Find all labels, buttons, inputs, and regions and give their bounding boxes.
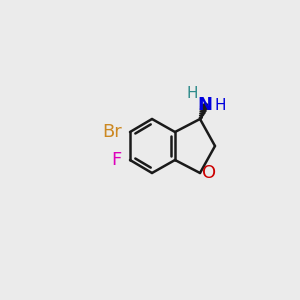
Text: H: H [186,85,198,100]
Text: O: O [202,164,216,182]
Text: F: F [111,151,121,169]
Text: H: H [214,98,226,112]
Text: N: N [197,96,212,114]
Text: Br: Br [102,123,122,141]
